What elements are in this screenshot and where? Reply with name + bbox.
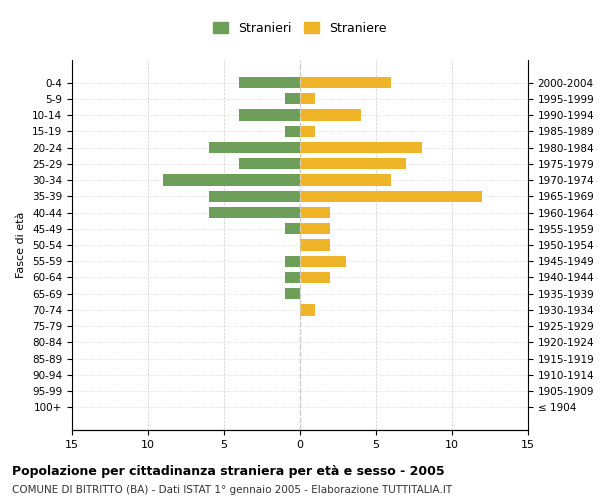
Bar bbox=[163, 174, 300, 186]
Bar bbox=[285, 272, 300, 283]
Text: COMUNE DI BITRITTO (BA) - Dati ISTAT 1° gennaio 2005 - Elaborazione TUTTITALIA.I: COMUNE DI BITRITTO (BA) - Dati ISTAT 1° … bbox=[12, 485, 452, 495]
Bar bbox=[300, 77, 391, 88]
Bar bbox=[300, 272, 331, 283]
Legend: Stranieri, Straniere: Stranieri, Straniere bbox=[209, 18, 391, 38]
Bar bbox=[285, 93, 300, 104]
Bar bbox=[239, 110, 300, 120]
Bar bbox=[300, 207, 331, 218]
Bar bbox=[285, 256, 300, 267]
Bar bbox=[285, 223, 300, 234]
Bar bbox=[209, 190, 300, 202]
Bar bbox=[239, 158, 300, 170]
Bar bbox=[300, 110, 361, 120]
Bar bbox=[300, 190, 482, 202]
Bar bbox=[300, 240, 331, 250]
Y-axis label: Fasce di età: Fasce di età bbox=[16, 212, 26, 278]
Bar bbox=[285, 288, 300, 300]
Bar bbox=[209, 207, 300, 218]
Bar bbox=[300, 158, 406, 170]
Bar bbox=[239, 77, 300, 88]
Bar bbox=[300, 174, 391, 186]
Bar bbox=[300, 223, 331, 234]
Text: Popolazione per cittadinanza straniera per età e sesso - 2005: Popolazione per cittadinanza straniera p… bbox=[12, 465, 445, 478]
Bar bbox=[300, 126, 315, 137]
Bar bbox=[300, 93, 315, 104]
Bar bbox=[285, 126, 300, 137]
Bar bbox=[300, 304, 315, 316]
Bar bbox=[209, 142, 300, 153]
Bar bbox=[300, 142, 422, 153]
Bar bbox=[300, 256, 346, 267]
